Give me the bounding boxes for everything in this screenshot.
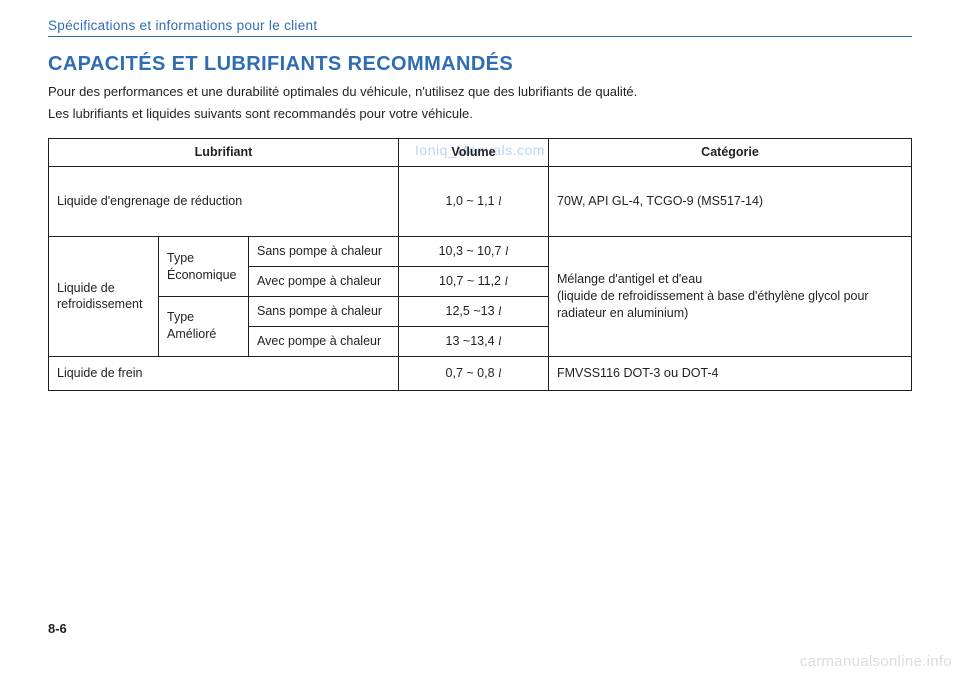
cell-type-amel: Type Amélioré [159, 296, 249, 356]
cell-coolant-cat: Mélange d'antigel et d'eau (liquide de r… [549, 237, 912, 357]
vol-unit: l [505, 244, 508, 258]
vol-value: 10,7 ~ 11,2 [439, 274, 504, 288]
vol-value: 1,0 ~ 1,1 [446, 194, 498, 208]
table-header-row: Lubrifiant Volume Catégorie [49, 139, 912, 167]
vol-value: 13 ~13,4 [446, 334, 498, 348]
cell-volume: 1,0 ~ 1,1 l [399, 167, 549, 237]
page-number: 8-6 [48, 621, 67, 636]
cell-categorie: 70W, API GL-4, TCGO-9 (MS517-14) [549, 167, 912, 237]
cell-sans-pompe: Sans pompe à chaleur [249, 237, 399, 267]
intro-line-2: Les lubrifiants et liquides suivants son… [48, 104, 912, 124]
brake-cat-a: FMVSS116 DOT-3 [557, 366, 664, 380]
cell-avec-pompe: Avec pompe à chaleur [249, 326, 399, 356]
cell-volume: 12,5 ~13 l [399, 296, 549, 326]
vol-value: 10,3 ~ 10,7 [439, 244, 505, 258]
th-lubrifiant: Lubrifiant [49, 139, 399, 167]
cell-coolant-label: Liquide de refroidissement [49, 237, 159, 357]
cell-lubrifiant: Liquide d'engrenage de réduction [49, 167, 399, 237]
table-row: Liquide de refroidissement Type Économiq… [49, 237, 912, 267]
vol-unit: l [498, 334, 501, 348]
cell-volume: 0,7 ~ 0,8 l [399, 356, 549, 390]
cell-avec-pompe: Avec pompe à chaleur [249, 267, 399, 297]
cell-type-eco: Type Économique [159, 237, 249, 297]
cell-volume: 13 ~13,4 l [399, 326, 549, 356]
watermark-bottom: carmanualsonline.info [800, 653, 952, 670]
vol-unit: l [498, 366, 501, 380]
cell-volume: 10,3 ~ 10,7 l [399, 237, 549, 267]
brake-cat-b: DOT-4 [678, 366, 718, 380]
table-row: Liquide d'engrenage de réduction 1,0 ~ 1… [49, 167, 912, 237]
page-content: Spécifications et informations pour le c… [48, 18, 912, 650]
cell-volume: 10,7 ~ 11,2 l [399, 267, 549, 297]
vol-unit: l [498, 304, 501, 318]
th-categorie: Catégorie [549, 139, 912, 167]
vol-unit: l [498, 194, 501, 208]
vol-unit: l [504, 274, 507, 288]
vol-value: 12,5 ~13 [446, 304, 498, 318]
brake-cat-ou: ou [664, 365, 678, 380]
cell-sans-pompe: Sans pompe à chaleur [249, 296, 399, 326]
vol-value: 0,7 ~ 0,8 [446, 366, 498, 380]
table-row: Liquide de frein 0,7 ~ 0,8 l FMVSS116 DO… [49, 356, 912, 390]
cell-brake-lub: Liquide de frein [49, 356, 399, 390]
cell-brake-cat: FMVSS116 DOT-3 ou DOT-4 [549, 356, 912, 390]
intro-text: Pour des performances et une durabilité … [48, 82, 912, 124]
th-volume: Volume [399, 139, 549, 167]
intro-line-1: Pour des performances et une durabilité … [48, 82, 912, 102]
section-header: Spécifications et informations pour le c… [48, 18, 912, 37]
page-title: CAPACITÉS ET LUBRIFIANTS RECOMMANDÉS [48, 53, 912, 76]
lubricants-table: Lubrifiant Volume Catégorie Liquide d'en… [48, 138, 912, 390]
